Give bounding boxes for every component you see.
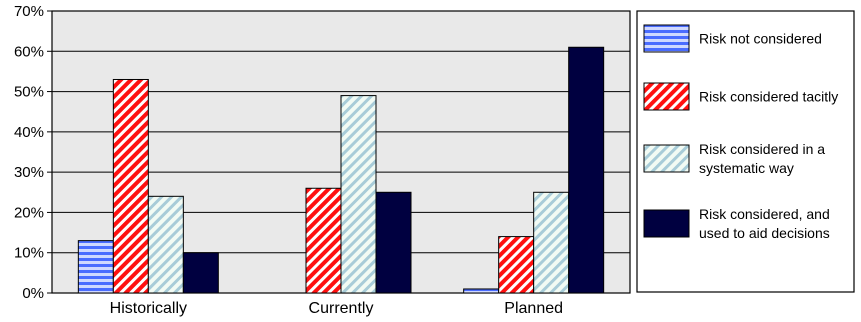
bar [533,191,570,294]
legend-swatch [643,144,690,173]
legend-label: Risk considered in a [699,141,825,157]
bar [305,187,342,294]
x-category-label: Historically [110,300,187,317]
y-tick-label: 70% [14,3,44,20]
bar [340,95,377,294]
y-tick-label: 40% [14,124,44,141]
legend-label: Risk considered tacitly [699,89,838,105]
bar [498,236,535,294]
x-category-label: Planned [504,300,563,317]
legend-label: Risk not considered [699,31,822,47]
y-tick-label: 50% [14,84,44,101]
legend-label: systematic way [699,160,794,176]
bar [375,191,412,294]
legend-swatch [643,209,690,238]
bar [77,240,114,294]
bar [568,46,605,294]
bar [112,78,149,294]
legend-swatch [643,24,690,53]
x-category-label: Currently [309,300,374,317]
bar [463,288,500,294]
legend-swatch [643,82,690,111]
y-tick-label: 0% [22,285,44,302]
y-tick-label: 10% [14,245,44,262]
y-tick-label: 20% [14,204,44,221]
legend-label: used to aid decisions [699,225,830,241]
y-tick-label: 60% [14,43,44,60]
bar [147,195,184,294]
legend-label: Risk considered, and [699,206,830,222]
bar [182,252,219,294]
y-tick-label: 30% [14,164,44,181]
